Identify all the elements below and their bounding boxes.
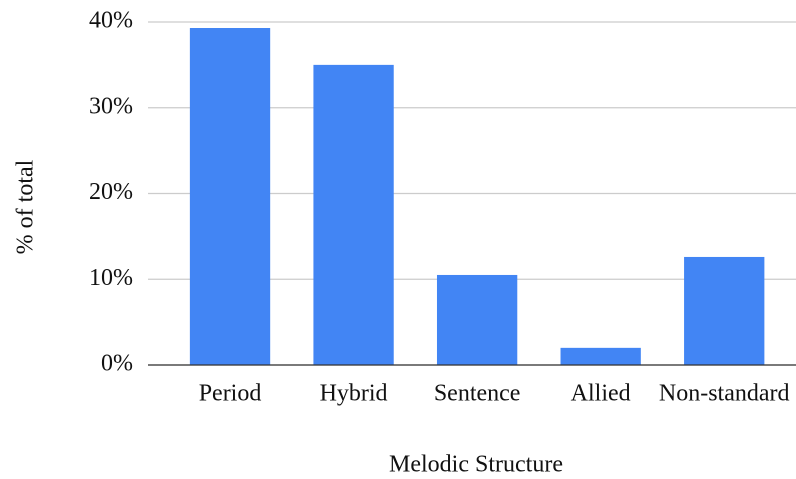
bar bbox=[436, 274, 518, 365]
x-tick-label: Non-standard bbox=[659, 381, 790, 407]
bar bbox=[189, 28, 271, 365]
y-axis-title: % of total bbox=[13, 159, 39, 254]
x-tick-label: Sentence bbox=[434, 381, 521, 407]
y-tick-label: 40% bbox=[89, 8, 133, 34]
x-tick-label: Hybrid bbox=[320, 381, 388, 407]
y-tick-label: 10% bbox=[89, 265, 133, 291]
y-tick-label: 0% bbox=[101, 351, 133, 377]
bar bbox=[560, 347, 641, 365]
x-tick-label: Period bbox=[199, 381, 262, 407]
bar bbox=[313, 64, 394, 365]
y-tick-label: 20% bbox=[89, 179, 133, 205]
x-tick-label: Allied bbox=[571, 381, 631, 407]
x-axis-title: Melodic Structure bbox=[389, 452, 563, 478]
y-tick-label: 30% bbox=[89, 93, 133, 119]
bar bbox=[684, 256, 765, 365]
